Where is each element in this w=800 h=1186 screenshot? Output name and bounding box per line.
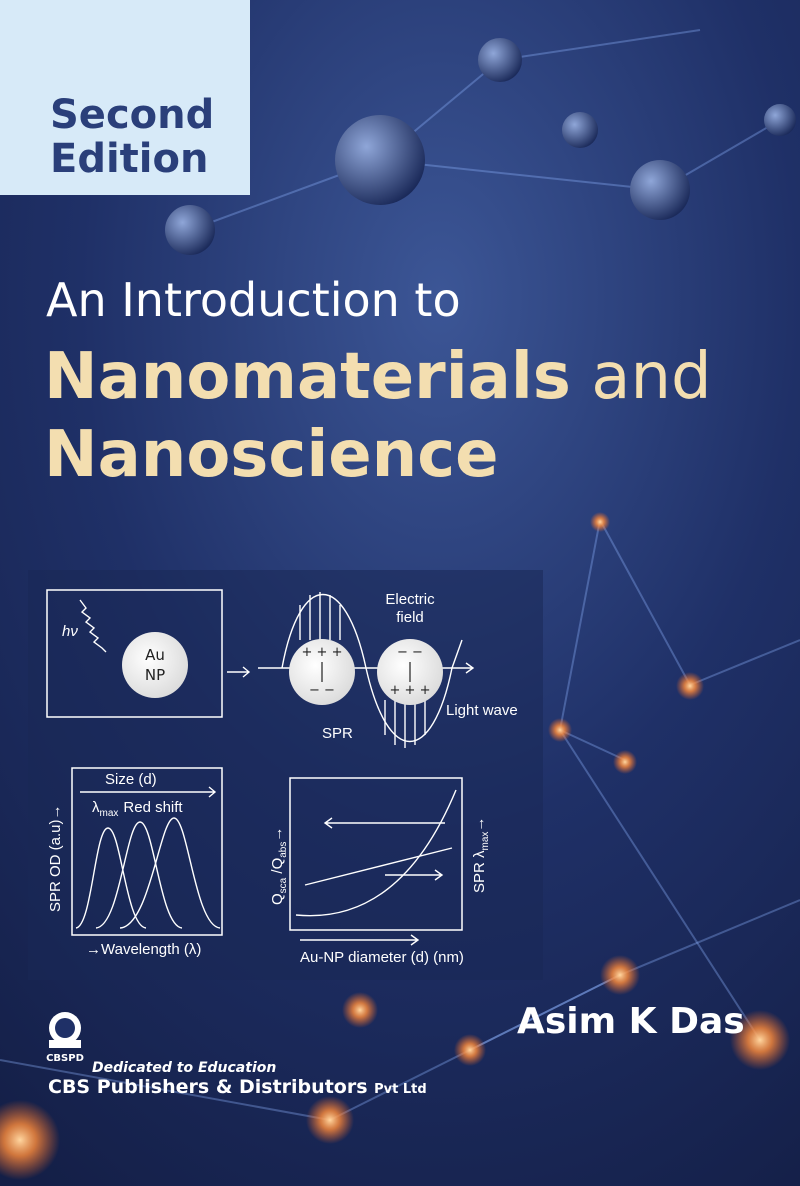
curve <box>295 789 457 917</box>
publisher-suffix: Pvt Ltd <box>374 1082 427 1097</box>
spr-lambda: SPR λ <box>471 850 488 893</box>
charge-label: − − <box>309 683 335 698</box>
logo-label: CBSPD <box>46 1053 84 1064</box>
edition-line: Edition <box>50 136 208 182</box>
arrow <box>385 869 444 881</box>
x-axis-label: →Wavelength (λ) <box>86 941 201 958</box>
particle-label: Au <box>145 646 165 664</box>
peak-curve <box>95 821 183 929</box>
subscript: abs <box>278 842 289 858</box>
subscript: max <box>480 832 491 851</box>
dipole <box>321 662 411 682</box>
shift-label: λmax Red shift <box>92 799 183 819</box>
arrow <box>323 817 445 829</box>
diagram-box <box>289 777 463 931</box>
glow-decoration <box>0 512 790 1180</box>
charge-label: − − <box>397 645 423 660</box>
arrow <box>227 666 251 678</box>
publisher-logo <box>49 1012 81 1048</box>
field-label: Electric <box>385 591 435 608</box>
title-line: An Introduction to <box>46 273 461 327</box>
red-shift: Red shift <box>123 799 183 816</box>
diagram-box <box>71 767 223 936</box>
photon-label: hν <box>62 623 78 640</box>
arrow: → <box>269 827 286 842</box>
arrow: → <box>471 817 488 832</box>
nanoparticle <box>122 632 188 698</box>
field-label: field <box>396 609 424 626</box>
particle-label: NP <box>145 666 165 684</box>
wave-label: Light wave <box>446 702 518 719</box>
x-axis-label: Au-NP diameter (d) (nm) <box>300 949 464 966</box>
spr-label: SPR <box>322 725 353 742</box>
title-line: Nanomaterials and <box>44 340 712 414</box>
title-bold: Nanomaterials <box>44 340 571 414</box>
light-wave <box>281 593 463 743</box>
diagram-panel <box>28 570 543 980</box>
photon-arrow <box>79 599 107 653</box>
subscript: max <box>100 808 119 819</box>
peak-curve <box>119 817 221 929</box>
size-label: Size (d) <box>105 771 157 788</box>
author: Asim K Das <box>517 1001 745 1042</box>
arrow <box>300 934 420 946</box>
title-rest: and <box>591 340 711 414</box>
arrow <box>80 786 217 798</box>
lambda: λ <box>92 799 100 816</box>
field-arrows <box>299 592 426 748</box>
q: Q <box>269 893 286 905</box>
publisher-name: CBS Publishers & Distributors Pvt Ltd <box>48 1076 427 1098</box>
y-axis-label: SPR OD (a.u)→ <box>47 804 64 912</box>
edition-box <box>0 0 250 195</box>
charge-label: + + + <box>390 683 431 698</box>
publisher: CBS Publishers & Distributors <box>48 1076 368 1098</box>
edition-line: Second <box>50 92 214 138</box>
peak-curve <box>75 827 147 929</box>
motto: Dedicated to Education <box>92 1060 276 1076</box>
charge-label: + + + <box>302 645 343 660</box>
y-axis-label: Qsca /Qabs→ <box>269 827 289 905</box>
diagram-box <box>46 589 223 718</box>
q: /Q <box>269 858 286 878</box>
line <box>304 847 453 886</box>
subscript: sca <box>278 877 289 893</box>
y2-axis-label: SPR λmax→ <box>471 817 491 893</box>
sphere-decoration <box>165 38 796 255</box>
title-line: Nanoscience <box>44 418 499 492</box>
